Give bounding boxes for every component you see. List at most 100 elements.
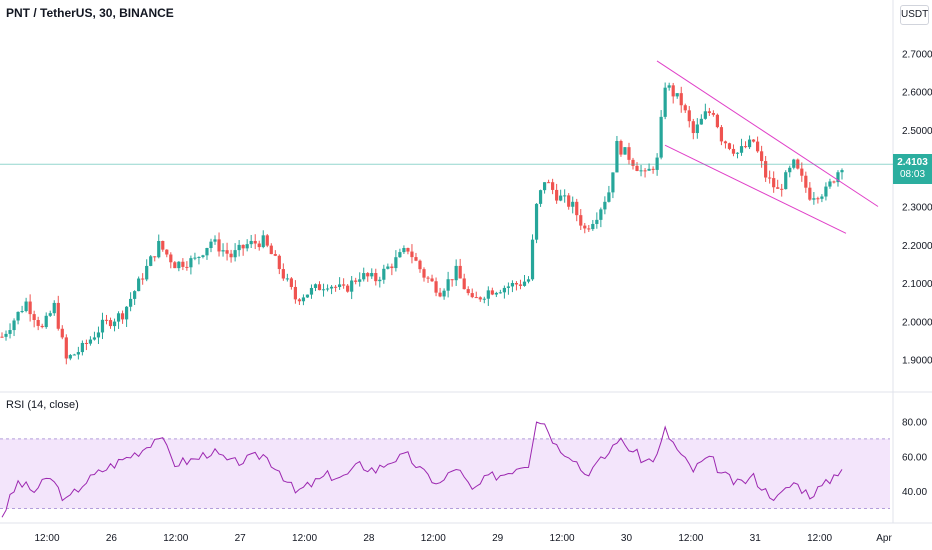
time-tick-label: 12:00 xyxy=(678,533,703,544)
candle xyxy=(651,166,655,174)
channel-lower-line[interactable] xyxy=(664,144,847,234)
candle xyxy=(8,323,12,339)
candle xyxy=(52,300,56,316)
rsi-line xyxy=(1,421,843,518)
rsi-axis[interactable]: 80.00 60.00 40.00 xyxy=(902,417,927,498)
candle xyxy=(506,282,511,295)
rsi-series[interactable] xyxy=(1,421,843,518)
candle xyxy=(4,330,8,341)
candle xyxy=(329,285,334,295)
symbol-title[interactable]: PNT / TetherUS, 30, BINANCE xyxy=(6,6,174,20)
candle xyxy=(719,125,724,146)
candle xyxy=(112,318,117,332)
candle xyxy=(414,252,418,262)
candle xyxy=(185,261,189,271)
candle xyxy=(44,312,48,329)
candle xyxy=(659,110,663,160)
candle xyxy=(607,185,611,203)
time-axis[interactable]: 12:00 26 12:00 27 12:00 28 12:00 29 12:00 30 12:00… xyxy=(34,533,892,544)
candle xyxy=(40,323,44,329)
rsi-indicator-label[interactable]: RSI (14, close) xyxy=(6,399,79,411)
candle xyxy=(108,317,113,329)
candle xyxy=(333,285,338,292)
candle xyxy=(430,274,434,282)
last-price-tag: 2.4103 08:03 xyxy=(893,154,932,185)
time-tick-label: Apr xyxy=(876,533,892,544)
rsi-tick-label: 40.00 xyxy=(902,487,927,498)
candle xyxy=(241,244,245,256)
candle xyxy=(92,331,97,341)
candle xyxy=(390,263,394,276)
candle xyxy=(177,261,181,272)
candle xyxy=(249,234,253,249)
candle xyxy=(635,162,639,172)
price-tick-label: 2.7000 xyxy=(902,49,932,60)
candle xyxy=(293,280,297,304)
candle xyxy=(555,183,559,204)
candle xyxy=(490,287,494,296)
candle xyxy=(201,254,205,259)
candle xyxy=(378,276,382,288)
candle xyxy=(623,147,627,155)
candle xyxy=(639,164,643,177)
candle xyxy=(213,235,217,245)
candle xyxy=(458,258,462,279)
candle xyxy=(828,178,832,189)
candle xyxy=(398,248,402,258)
candle xyxy=(24,297,28,313)
candle xyxy=(157,234,161,259)
candlestick-series[interactable] xyxy=(0,82,844,365)
candle xyxy=(257,240,261,251)
channel-upper-line[interactable] xyxy=(656,60,879,207)
candle xyxy=(253,234,257,250)
candle xyxy=(129,292,133,312)
candle xyxy=(466,286,470,296)
candle xyxy=(32,310,36,328)
candle xyxy=(12,318,16,337)
candle xyxy=(804,171,808,193)
candle xyxy=(442,288,446,300)
time-tick-label: 26 xyxy=(106,533,118,544)
candle xyxy=(265,234,269,248)
candle xyxy=(627,142,631,165)
candle xyxy=(470,288,474,299)
time-tick-label: 12:00 xyxy=(421,533,446,544)
candle xyxy=(406,247,410,255)
candle xyxy=(426,275,430,283)
candle xyxy=(233,243,237,262)
candle xyxy=(145,259,149,282)
candle xyxy=(16,311,20,325)
time-tick-label: 12:00 xyxy=(34,533,59,544)
candle xyxy=(715,113,720,129)
candle xyxy=(72,353,76,356)
candle xyxy=(735,152,740,159)
price-tick-label: 2.5000 xyxy=(902,126,932,137)
candle xyxy=(418,259,422,273)
candle xyxy=(526,276,531,284)
candle xyxy=(498,289,502,294)
candle xyxy=(812,192,816,205)
candle xyxy=(587,225,591,232)
candle xyxy=(438,287,442,298)
candle xyxy=(309,284,314,299)
price-axis[interactable]: 2.70002.60002.50002.40002.30002.20002.10… xyxy=(902,49,932,366)
candle xyxy=(699,114,703,125)
candle xyxy=(173,260,177,269)
candle xyxy=(273,250,277,257)
candle xyxy=(755,136,760,153)
candle xyxy=(350,276,354,300)
descending-channel[interactable] xyxy=(656,60,879,234)
rsi-tick-label: 80.00 xyxy=(902,417,927,428)
price-tick-label: 2.0000 xyxy=(902,317,932,328)
candle xyxy=(76,346,80,360)
candle xyxy=(743,141,748,149)
candle xyxy=(832,180,836,184)
currency-button[interactable]: USDT xyxy=(900,5,929,25)
candle xyxy=(84,339,89,351)
candle xyxy=(474,291,478,299)
candle xyxy=(695,118,699,139)
candle xyxy=(808,182,812,201)
candle xyxy=(394,250,398,272)
candle xyxy=(514,281,519,291)
